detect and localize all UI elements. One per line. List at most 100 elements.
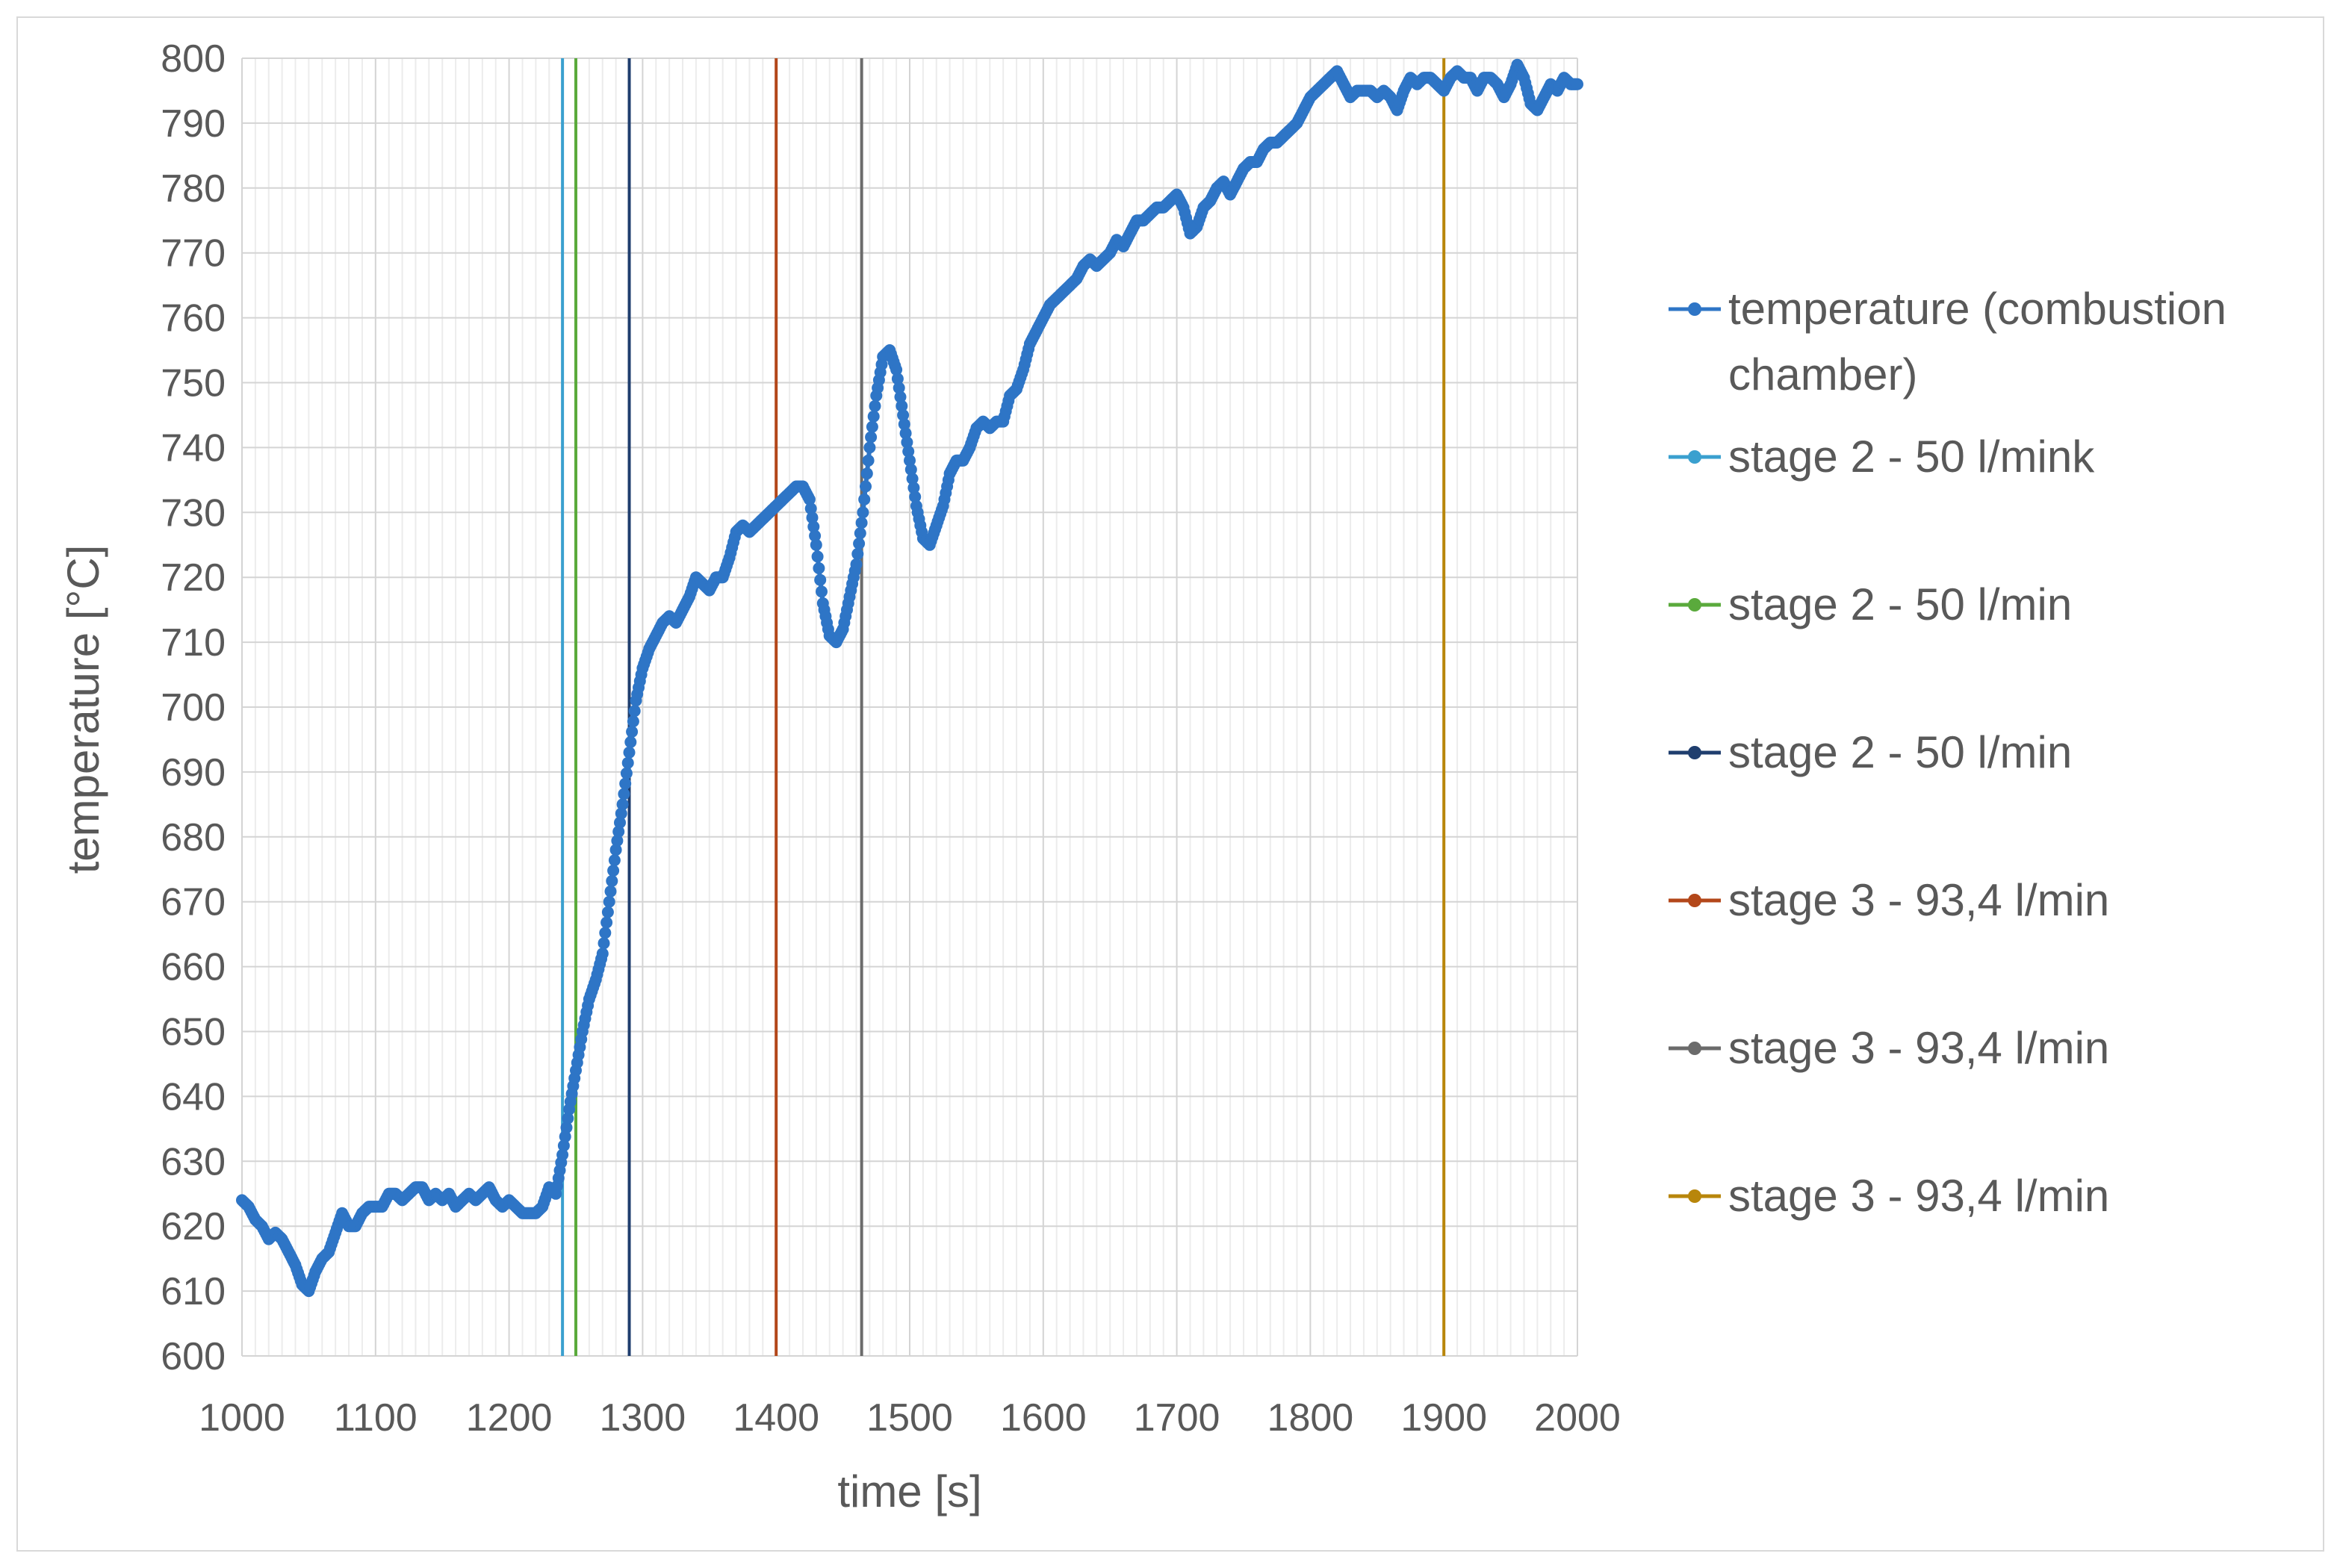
y-tick-label: 760 [161, 297, 226, 340]
legend-label: stage 3 - 93,4 l/min [1728, 875, 2109, 925]
temperature-point [851, 547, 864, 560]
temperature-point [804, 503, 817, 515]
y-axis-title: temperature [°C] [58, 545, 108, 874]
temperature-point [896, 399, 908, 412]
temperature-point [909, 491, 922, 503]
legend-item: stage 3 - 93,4 l/min [1669, 1171, 2109, 1221]
y-tick-label: 630 [161, 1140, 226, 1183]
temperature-point [865, 431, 878, 444]
y-tick-label: 700 [161, 686, 226, 729]
y-tick-label: 620 [161, 1205, 226, 1248]
temperature-point [612, 825, 625, 838]
temperature-point [560, 1121, 573, 1134]
temperature-point [1571, 78, 1583, 90]
legend-label-continued: chamber) [1728, 349, 1917, 399]
stage-lines [561, 58, 1446, 1356]
x-tick-label: 1400 [733, 1396, 819, 1440]
temperature-point [627, 715, 639, 728]
y-tick-label: 730 [161, 491, 226, 535]
temperature-point [862, 454, 875, 467]
temperature-point [894, 391, 907, 403]
legend-swatch-marker [1688, 1189, 1701, 1203]
legend-label: stage 2 - 50 l/min [1728, 579, 2072, 629]
temperature-point [866, 420, 878, 433]
temperature-point [853, 538, 866, 550]
temperature-point [906, 473, 919, 485]
temperature-point [628, 705, 641, 718]
y-tick-label: 690 [161, 751, 226, 794]
temperature-point [599, 927, 612, 939]
legend-label: temperature (combustion [1728, 284, 2226, 334]
temperature-point [601, 906, 614, 918]
legend-item: stage 2 - 50 l/min [1669, 579, 2072, 629]
temperature-point [618, 788, 630, 800]
temperature-point [616, 798, 629, 811]
legend-swatch-marker [1688, 894, 1701, 907]
y-tick-label: 600 [161, 1335, 226, 1378]
temperature-point [869, 399, 881, 412]
legend-item: stage 2 - 50 l/mink [1669, 432, 2095, 482]
temperature-point [609, 844, 622, 856]
temperature-point [863, 441, 876, 454]
chart-frame [16, 16, 2324, 1552]
y-tick-label: 710 [161, 621, 226, 665]
temperature-point [810, 538, 822, 551]
x-tick-label: 1300 [600, 1396, 686, 1440]
temperature-point [607, 865, 620, 877]
y-tick-label: 680 [161, 816, 226, 859]
temperature-point [850, 558, 863, 570]
x-tick-label: 1700 [1134, 1396, 1220, 1440]
temperature-point [860, 480, 872, 493]
legend-swatch-marker [1688, 598, 1701, 612]
legend-item: stage 3 - 93,4 l/min [1669, 1023, 2109, 1073]
temperature-point [556, 1148, 569, 1161]
x-tick-label: 1200 [466, 1396, 553, 1440]
x-tick-label: 1100 [334, 1396, 418, 1440]
temperature-point [899, 427, 912, 440]
temperature-point [867, 410, 880, 423]
temperature-series [236, 58, 1583, 1298]
x-tick-label: 1800 [1267, 1396, 1354, 1440]
temperature-point [596, 948, 609, 960]
temperature-point [897, 409, 910, 421]
legend-label: stage 2 - 50 l/mink [1728, 432, 2095, 482]
temperature-point [557, 1139, 570, 1152]
grid [241, 57, 1578, 1357]
legend-swatch-marker [1688, 746, 1701, 759]
temperature-point [854, 527, 866, 540]
temperature-point [907, 482, 920, 494]
temperature-point [860, 467, 873, 480]
temperature-point [890, 364, 903, 376]
temperature-point [855, 517, 868, 529]
y-tick-label: 660 [161, 946, 226, 989]
temperature-point [858, 493, 871, 505]
temperature-point [904, 463, 917, 476]
temperature-point [620, 767, 633, 780]
temperature-point [811, 550, 824, 563]
x-tick-label: 1600 [1000, 1396, 1087, 1440]
temperature-point [619, 777, 632, 790]
legend-item: stage 2 - 50 l/min [1669, 727, 2072, 777]
y-tick-label: 610 [161, 1270, 226, 1313]
y-tick-label: 770 [161, 232, 226, 276]
legend-swatch-marker [1688, 450, 1701, 464]
x-tick-label: 2000 [1534, 1396, 1621, 1440]
y-tick-label: 750 [161, 362, 226, 405]
y-tick-label: 780 [161, 167, 226, 211]
x-tick-label: 1900 [1400, 1396, 1487, 1440]
temperature-point [608, 854, 621, 867]
temperature-point [624, 735, 637, 748]
temperature-point [809, 529, 822, 542]
temperature-point [904, 454, 916, 467]
temperature-point [604, 885, 617, 897]
temperature-point [600, 916, 613, 929]
legend-label: stage 3 - 93,4 l/min [1728, 1171, 2109, 1221]
temperature-point [807, 520, 820, 533]
y-tick-label: 800 [161, 37, 226, 81]
temperature-point [615, 807, 627, 820]
temperature-point [902, 445, 915, 458]
legend-label: stage 2 - 50 l/min [1728, 727, 2072, 777]
y-tick-label: 670 [161, 881, 226, 924]
temperature-point [816, 585, 828, 598]
